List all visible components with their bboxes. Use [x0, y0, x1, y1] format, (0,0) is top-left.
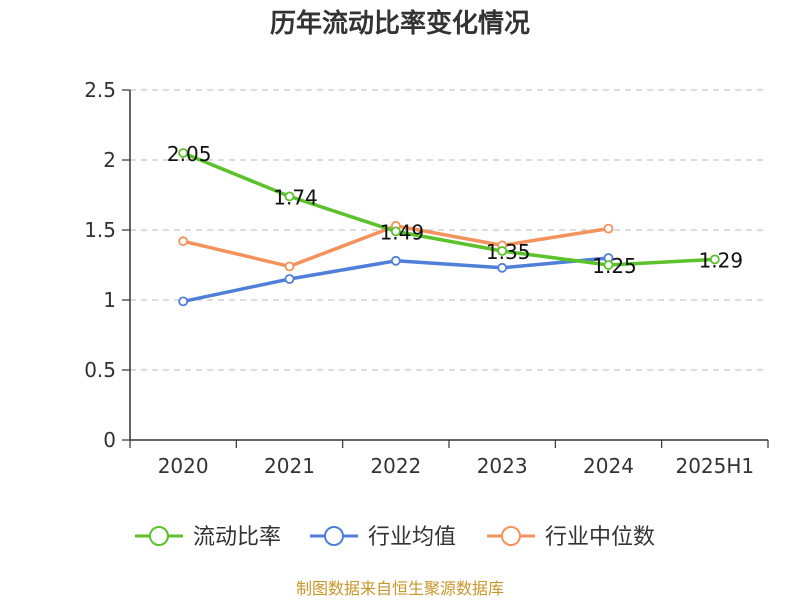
legend-marker	[149, 526, 169, 546]
data-point	[390, 226, 401, 237]
series-3	[178, 220, 614, 272]
data-point	[603, 223, 614, 234]
x-tick-label: 2024	[583, 454, 634, 478]
data-point	[497, 262, 508, 273]
y-tick-label: 1	[103, 288, 116, 312]
series-1	[178, 148, 720, 270]
legend-item: 行业均值	[310, 525, 456, 550]
data-point	[709, 254, 720, 265]
legend: 流动比率 行业均值 行业中位数	[135, 525, 655, 550]
x-tick-label: 2023	[477, 454, 528, 478]
source-note: 制图数据来自恒生聚源数据库	[296, 579, 504, 598]
chart-title: 历年流动比率变化情况	[270, 8, 530, 39]
axes: 0 0.5 1 1.5 2 2.5 2020 2021 2022 2023 2024 2025H1	[84, 78, 769, 478]
data-point	[603, 260, 614, 270]
x-tick-label: 2021	[264, 454, 315, 478]
y-tick-label: 2.5	[84, 78, 116, 102]
data-point	[178, 296, 189, 307]
data-labels: 2.05 1.74 1.49 1.35 1.25 1.29	[167, 142, 743, 278]
y-tick-label: 2	[103, 148, 116, 172]
legend-label: 行业中位数	[545, 525, 655, 550]
legend-item: 流动比率	[135, 525, 281, 550]
data-point	[284, 274, 295, 284]
data-label: 2.05	[167, 142, 212, 166]
data-label: 1.29	[699, 248, 744, 272]
y-tick-label: 1.5	[84, 218, 116, 242]
data-point	[178, 236, 189, 247]
data-point	[284, 191, 295, 202]
series-2	[178, 253, 614, 307]
x-tick-label: 2020	[158, 454, 209, 478]
data-label: 1.74	[273, 185, 318, 209]
x-tick-label: 2022	[370, 454, 421, 478]
data-label: 1.25	[592, 254, 637, 278]
grid	[130, 89, 768, 371]
data-point	[178, 148, 189, 158]
series-layer	[178, 148, 720, 307]
y-tick-label: 0	[103, 428, 116, 452]
legend-label: 行业均值	[368, 525, 456, 550]
legend-label: 流动比率	[193, 525, 281, 550]
legend-item: 行业中位数	[487, 525, 655, 550]
data-point	[390, 255, 401, 266]
data-label: 1.35	[486, 240, 531, 264]
y-tick-label: 0.5	[84, 358, 116, 382]
data-point	[497, 246, 508, 256]
data-label: 1.49	[380, 220, 425, 244]
data-point	[284, 261, 295, 272]
legend-marker	[501, 526, 521, 546]
legend-marker	[324, 526, 344, 546]
x-tick-label: 2025H1	[675, 454, 754, 478]
series-line	[182, 151, 715, 267]
